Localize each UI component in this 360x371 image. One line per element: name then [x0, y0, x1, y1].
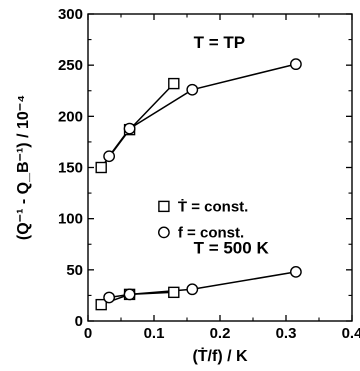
data-point-circle [123, 122, 136, 135]
y-tick-label: 100 [58, 211, 83, 228]
y-tick-label: 300 [58, 6, 83, 23]
y-tick-label: 0 [75, 313, 83, 330]
x-tick-label: 0.4 [342, 325, 360, 342]
data-point-circle [289, 265, 302, 278]
data-point-circle [186, 283, 199, 296]
legend-marker-circle [157, 226, 170, 239]
x-tick-label: 0.3 [276, 325, 297, 342]
plot-frame [87, 13, 353, 322]
data-point-circle [289, 58, 302, 71]
data-point-square [168, 77, 180, 90]
y-tick-label: 200 [58, 108, 83, 125]
series-lines [100, 63, 297, 306]
y-tick-label: 50 [66, 262, 83, 279]
annotation-t-tp: T = TP [194, 33, 245, 52]
series-markers [95, 58, 302, 311]
data-point-circle [186, 83, 199, 96]
x-tick-label: 0 [84, 325, 92, 342]
data-point-square [95, 161, 107, 174]
x-axis-label: (Ṫ/f) / K [192, 347, 248, 365]
series-line-circle [108, 271, 297, 299]
plot-axes [87, 13, 353, 322]
legend-marker-square [158, 200, 170, 213]
legend-label: Ṫ = const. [178, 198, 248, 215]
x-tick-label: 0.1 [144, 325, 165, 342]
data-point-circle [103, 150, 116, 163]
y-axis-label: (Q⁻¹ - Q_B⁻¹) / 10⁻⁴ [15, 95, 32, 240]
chart-labels: 0 0.1 0.2 0.3 0.4 0 50 100 150 200 250 300 Ṫ = const… [15, 6, 360, 365]
data-point-square [95, 298, 107, 311]
y-tick-label: 250 [58, 57, 83, 74]
y-tick-label: 150 [58, 160, 83, 177]
legend-label: f = const. [178, 224, 244, 241]
annotation-t-500k: T = 500 K [194, 238, 270, 257]
data-point-circle [103, 291, 116, 304]
series-line-circle [108, 63, 297, 157]
x-tick-label: 0.2 [210, 325, 231, 342]
data-point-circle [123, 288, 136, 301]
data-point-square [168, 286, 180, 299]
